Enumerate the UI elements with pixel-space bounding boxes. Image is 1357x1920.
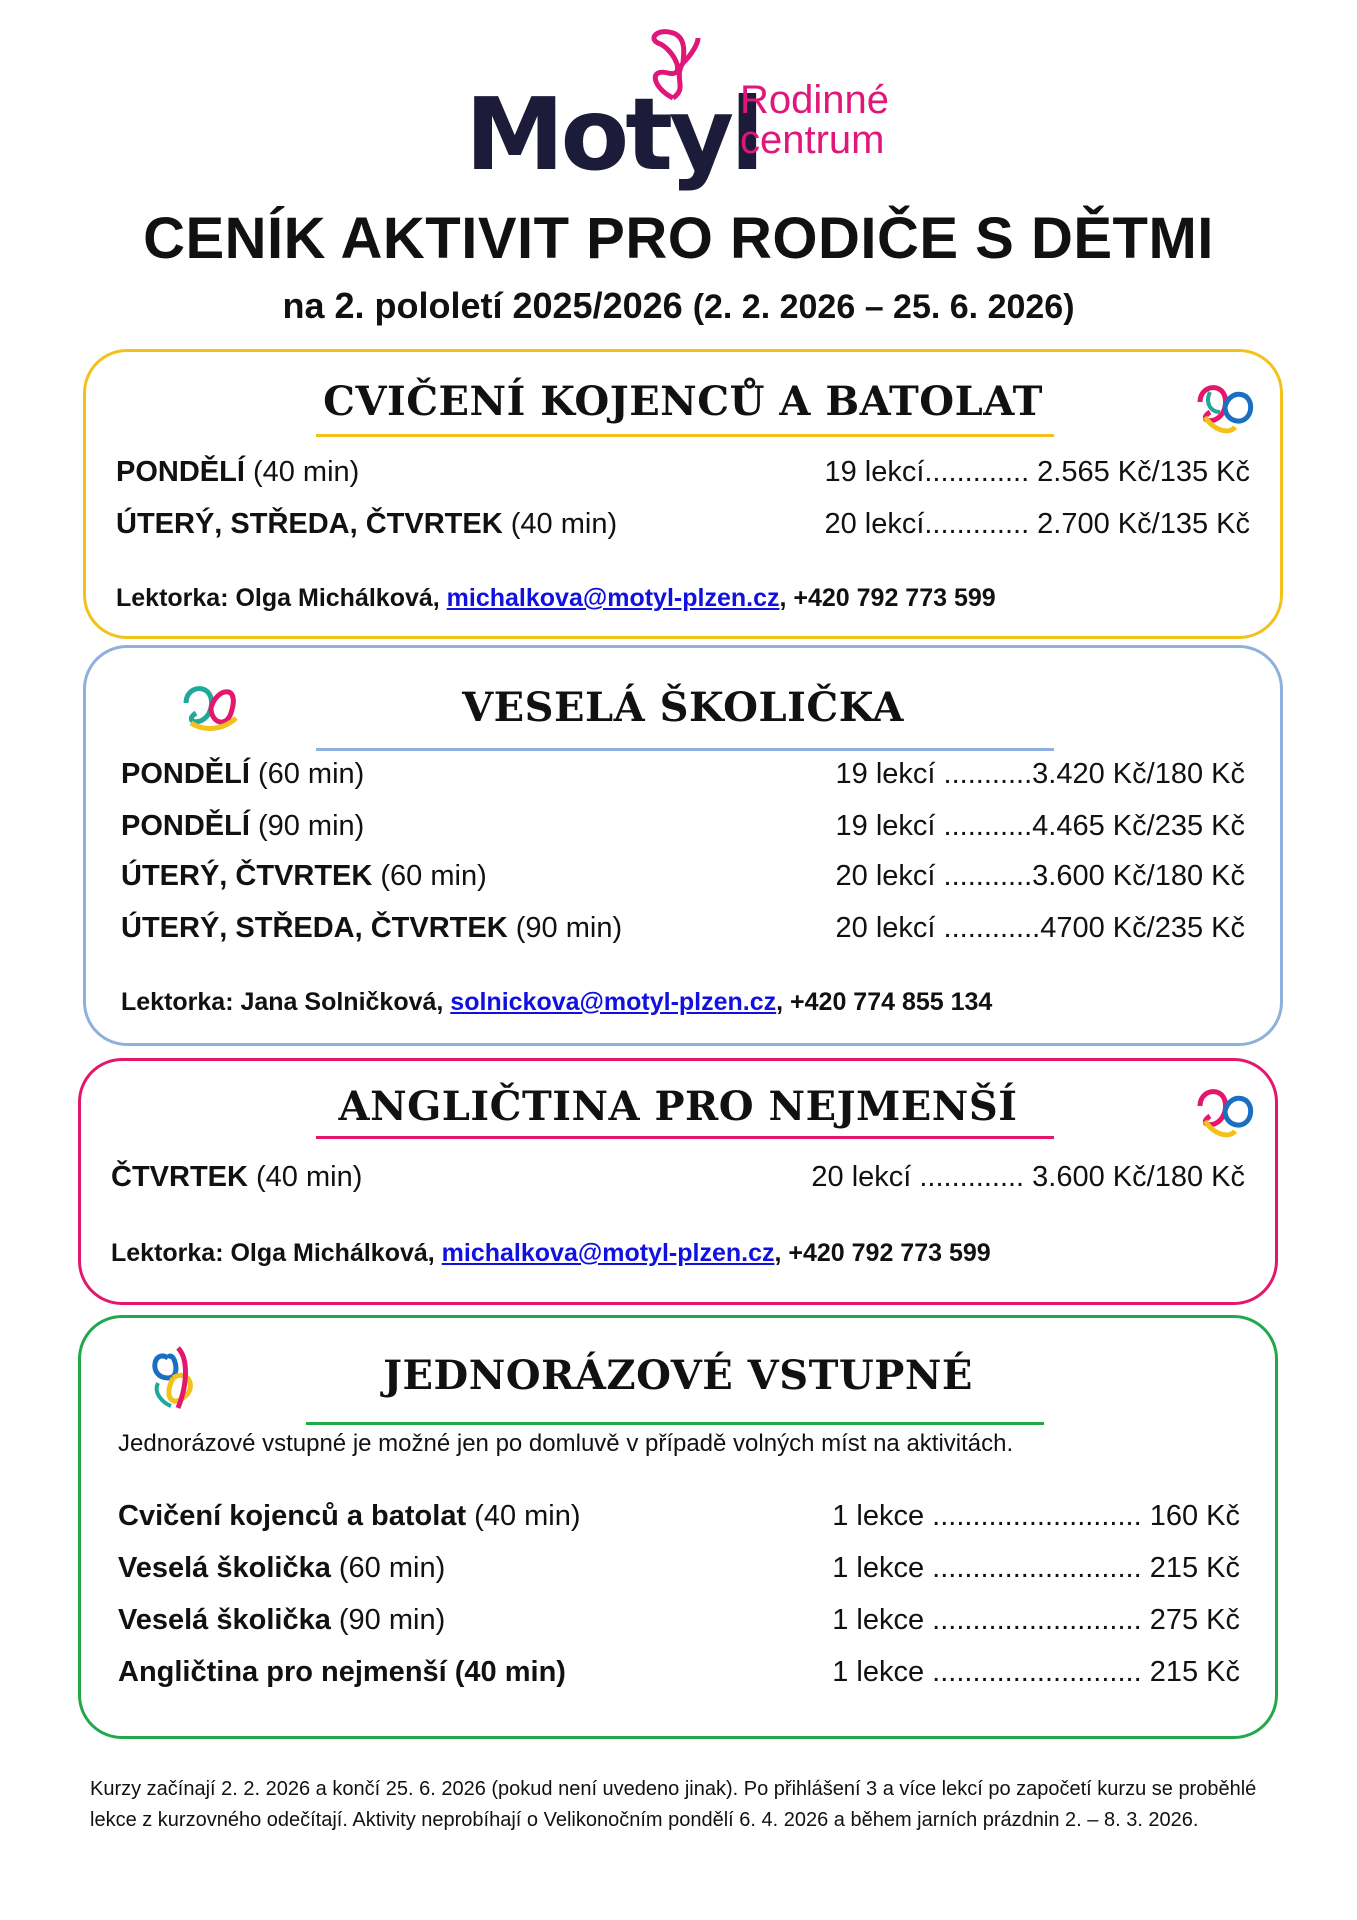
price-value: 20 lekcí ............4700 Kč/235 Kč [835,912,1245,944]
section-note: Jednorázové vstupné je možné jen po doml… [118,1430,1014,1457]
price-row: ČTVRTEK (40 min) [111,1161,363,1193]
price-row: ÚTERÝ, STŘEDA, ČTVRTEK (40 min) [116,508,618,540]
butterfly-icon [183,686,238,731]
price-value: 19 lekcí............. 2.565 Kč/135 Kč [824,456,1250,488]
email-link[interactable]: michalkova@motyl-plzen.cz [446,584,780,612]
price-value: 20 lekcí ............. 3.600 Kč/180 Kč [811,1161,1245,1193]
price-value: 19 lekcí ...........4.465 Kč/235 Kč [835,810,1245,842]
section-heading: ANGLIČTINA PRO NEJMENŠÍ [338,1083,1018,1130]
price-value: 1 lekce .......................... 215 K… [832,1656,1240,1688]
butterfly-icon [152,1346,193,1409]
section-heading: CVIČENÍ KOJENCŮ A BATOLAT [323,378,1043,425]
logo: Motyl Rodinné centrum [465,28,905,193]
lecturer-contact: Lektorka: Olga Michálková, michalkova@mo… [116,584,996,612]
price-row: PONDĚLÍ (40 min) [116,456,360,488]
section-skolicka: VESELÁ ŠKOLIČKA PONDĚLÍ (60 min) 19 lekc… [83,645,1283,1046]
price-value: 19 lekcí ...........3.420 Kč/180 Kč [835,758,1245,790]
price-row: Veselá školička (90 min) [118,1604,446,1636]
section-jednorazove: JEDNORÁZOVÉ VSTUPNÉ Jednorázové vstupné … [78,1315,1278,1739]
footer-note: Kurzy začínají 2. 2. 2026 a končí 25. 6.… [90,1778,1257,1831]
lecturer-contact: Lektorka: Olga Michálková, michalkova@mo… [111,1239,991,1267]
heading-underline [316,1136,1054,1139]
price-row: PONDĚLÍ (60 min) [121,758,365,790]
price-value: 1 lekce .......................... 160 K… [832,1500,1240,1532]
price-row: ÚTERÝ, ČTVRTEK (60 min) [121,860,487,892]
section-kojenci: CVIČENÍ KOJENCŮ A BATOLAT PONDĚLÍ (40 mi… [83,349,1283,639]
price-row: ÚTERÝ, STŘEDA, ČTVRTEK (90 min) [121,912,623,944]
price-row: Veselá školička (60 min) [118,1552,446,1584]
price-value: 20 lekcí ...........3.600 Kč/180 Kč [835,860,1245,892]
price-row: Angličtina pro nejmenší (40 min) [118,1656,566,1688]
price-row: PONDĚLÍ (90 min) [121,810,365,842]
page-title: CENÍK AKTIVIT PRO RODIČE S DĚTMI [143,206,1214,271]
heading-underline [316,748,1054,751]
logo-tagline: Rodinné centrum [740,78,890,162]
section-anglictina: ANGLIČTINA PRO NEJMENŠÍ ČTVRTEK (40 min)… [78,1058,1278,1305]
email-link[interactable]: michalkova@motyl-plzen.cz [441,1239,775,1267]
heading-underline [316,434,1054,437]
logo-name: Motyl [465,76,764,193]
price-value: 1 lekce .......................... 215 K… [832,1552,1240,1584]
section-heading: VESELÁ ŠKOLIČKA [462,684,904,731]
lecturer-contact: Lektorka: Jana Solničková, solnickova@mo… [121,988,993,1016]
price-row: Cvičení kojenců a batolat (40 min) [118,1500,581,1532]
butterfly-icon [1197,385,1254,434]
email-link[interactable]: solnickova@motyl-plzen.cz [450,988,777,1016]
butterfly-logo-icon [651,29,701,101]
heading-underline [306,1422,1044,1425]
price-value: 1 lekce .......................... 275 K… [832,1604,1240,1636]
page-subtitle: na 2. pololetí 2025/2026 (2. 2. 2026 – 2… [282,285,1075,326]
section-heading: JEDNORÁZOVÉ VSTUPNÉ [383,1352,973,1399]
price-value: 20 lekcí............. 2.700 Kč/135 Kč [824,508,1250,540]
butterfly-icon [1197,1089,1254,1138]
